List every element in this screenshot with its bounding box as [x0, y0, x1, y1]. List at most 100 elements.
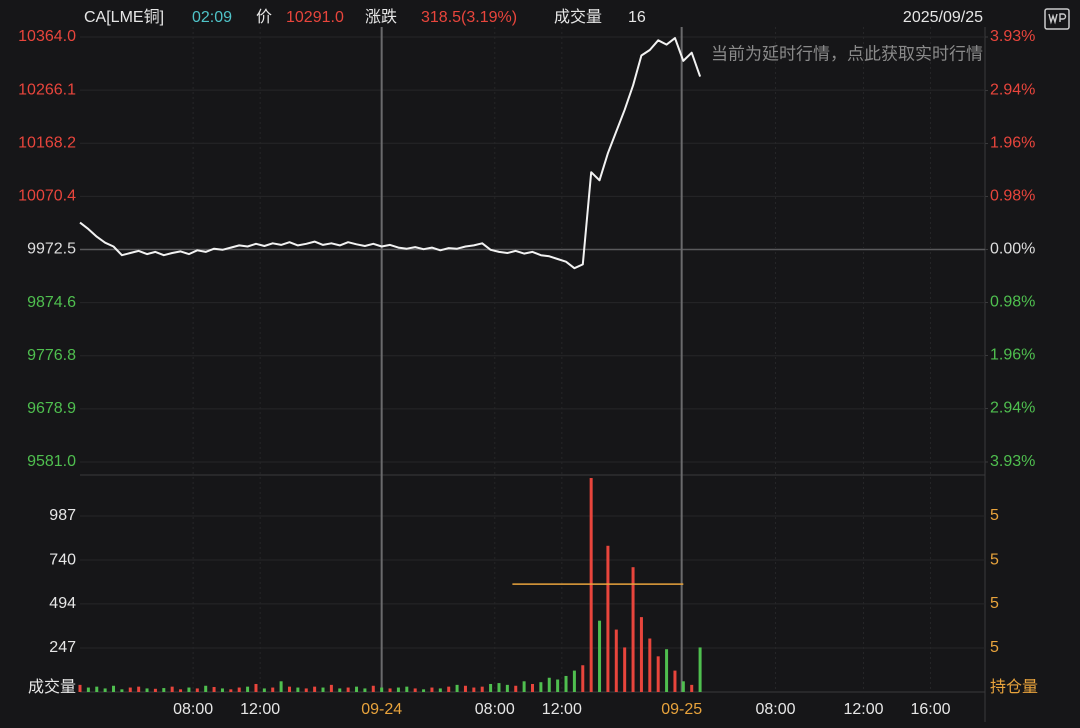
- volume-bar: [455, 684, 459, 692]
- volume-bar: [522, 681, 526, 692]
- volume-bar: [187, 687, 191, 692]
- delay-notice[interactable]: 当前为延时行情，点此获取实时行情: [711, 44, 983, 63]
- y2-tick-label: 2.94%: [990, 400, 1035, 417]
- date: 2025/09/25: [903, 9, 983, 26]
- x-tick-label: 08:00: [475, 701, 515, 718]
- volume: 16: [628, 9, 646, 26]
- volume-bar: [170, 686, 174, 692]
- volume-bar: [631, 567, 635, 692]
- volume-bar: [422, 689, 426, 692]
- volume-bar: [673, 670, 677, 692]
- y2-tick-label: 2.94%: [990, 82, 1035, 99]
- volume-bar: [112, 685, 116, 692]
- volume-bar: [220, 688, 224, 692]
- volume-bar: [204, 685, 208, 692]
- volume-bar: [120, 689, 124, 692]
- y2-tick-label: 0.98%: [990, 188, 1035, 205]
- y-tick-label: 10364.0: [18, 28, 76, 45]
- volume-bar: [363, 688, 367, 692]
- y2-tick-label: 5: [990, 639, 999, 656]
- change-label: 涨跌: [365, 8, 397, 26]
- volume-label: 成交量: [554, 8, 602, 26]
- volume-bar: [103, 688, 107, 692]
- x-tick-label: 12:00: [240, 701, 280, 718]
- volume-bar: [405, 686, 409, 692]
- y-tick-label: 740: [49, 551, 76, 568]
- y2-tick-label: 1.96%: [990, 347, 1035, 364]
- volume-bar: [262, 688, 266, 692]
- volume-bar: [623, 647, 627, 692]
- volume-bar: [313, 686, 317, 692]
- y-tick-label: 9776.8: [27, 347, 76, 364]
- volume-bar: [614, 629, 618, 692]
- volume-bar: [338, 688, 342, 692]
- volume-bar: [78, 684, 82, 692]
- volume-bar: [581, 665, 585, 692]
- volume-bar: [606, 545, 610, 692]
- volume-bar: [413, 688, 417, 692]
- y-tick-label: 9581.0: [27, 453, 76, 470]
- y-tick-label: 494: [49, 595, 76, 612]
- volume-bar: [639, 617, 643, 692]
- wp-icon-frame: [1044, 8, 1070, 30]
- price-label: 价: [256, 9, 272, 26]
- volume-bar: [396, 687, 400, 692]
- volume-bar: [162, 688, 166, 692]
- y2-tick-label: 1.96%: [990, 135, 1035, 152]
- y2-tick-label: 5: [990, 595, 999, 612]
- volume-bar: [304, 688, 308, 692]
- y-tick-label: 10168.2: [18, 134, 76, 151]
- volume-bar: [698, 647, 702, 692]
- wp-icon-glyph: [1048, 13, 1067, 25]
- price-line: [79, 37, 702, 270]
- x-tick-label: 08:00: [173, 701, 213, 718]
- volume-bar: [254, 683, 258, 692]
- x-tick-label: 12:00: [843, 701, 883, 718]
- y-tick-label: 10266.1: [18, 81, 76, 98]
- y2-tick-label: 3.93%: [990, 453, 1035, 470]
- wp-icon[interactable]: [1044, 8, 1070, 30]
- volume-bar: [145, 688, 149, 692]
- x-tick-label: 08:00: [755, 701, 795, 718]
- volume-bar: [355, 686, 359, 692]
- x-tick-label: 09-24: [361, 701, 402, 718]
- volume-bar: [153, 688, 157, 692]
- volume-bar: [531, 683, 534, 692]
- volume-bar: [598, 620, 602, 692]
- volume-bar: [195, 688, 199, 692]
- volume-bar: [648, 638, 652, 692]
- y2-axis-label: 持仓量: [990, 678, 1038, 696]
- volume-bar: [589, 478, 593, 692]
- marks: [78, 37, 702, 692]
- y-axis-label: 成交量: [28, 678, 76, 696]
- x-tick-label: 12:00: [542, 701, 582, 718]
- volume-bar: [430, 687, 434, 692]
- volume-bar: [572, 670, 576, 692]
- y2-tick-label: 5: [990, 507, 999, 524]
- volume-bar: [656, 656, 660, 692]
- volume-bar: [271, 687, 275, 692]
- volume-bar: [388, 688, 392, 692]
- symbol: CA[LME铜]: [84, 8, 164, 26]
- volume-bar: [321, 687, 325, 692]
- volume-bar: [690, 684, 694, 692]
- y-tick-label: 9972.5: [27, 241, 76, 258]
- volume-bar: [380, 687, 384, 692]
- volume-bar: [86, 687, 90, 692]
- price: 10291.0: [286, 9, 344, 26]
- volume-bar: [246, 686, 250, 692]
- y-tick-label: 247: [49, 639, 76, 656]
- y2-tick-label: 5: [990, 551, 999, 568]
- volume-bar: [128, 687, 132, 692]
- volume-bar: [665, 649, 669, 692]
- volume-bar: [564, 675, 568, 692]
- volume-bar: [137, 686, 141, 692]
- volume-bar: [489, 683, 493, 692]
- y-tick-label: 10070.4: [18, 188, 76, 205]
- volume-bar: [497, 683, 501, 692]
- volume-bar: [95, 686, 99, 692]
- volume-bar: [329, 684, 333, 692]
